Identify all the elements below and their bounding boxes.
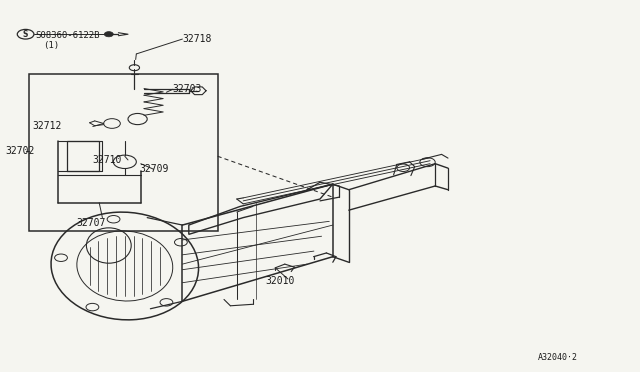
Text: 32710: 32710 — [93, 155, 122, 165]
Text: A32040·2: A32040·2 — [538, 353, 578, 362]
Text: 32010: 32010 — [266, 276, 295, 286]
Circle shape — [104, 32, 113, 37]
Text: 32702: 32702 — [5, 146, 35, 155]
Bar — [29, 74, 218, 231]
Text: S: S — [23, 30, 28, 39]
Text: 32703: 32703 — [173, 84, 202, 94]
Text: 32709: 32709 — [140, 164, 169, 174]
Text: S08360-6122B: S08360-6122B — [35, 31, 100, 40]
Text: 32707: 32707 — [77, 218, 106, 228]
Text: 32712: 32712 — [32, 122, 61, 131]
Text: (1): (1) — [44, 41, 60, 50]
Text: 32718: 32718 — [182, 34, 212, 44]
